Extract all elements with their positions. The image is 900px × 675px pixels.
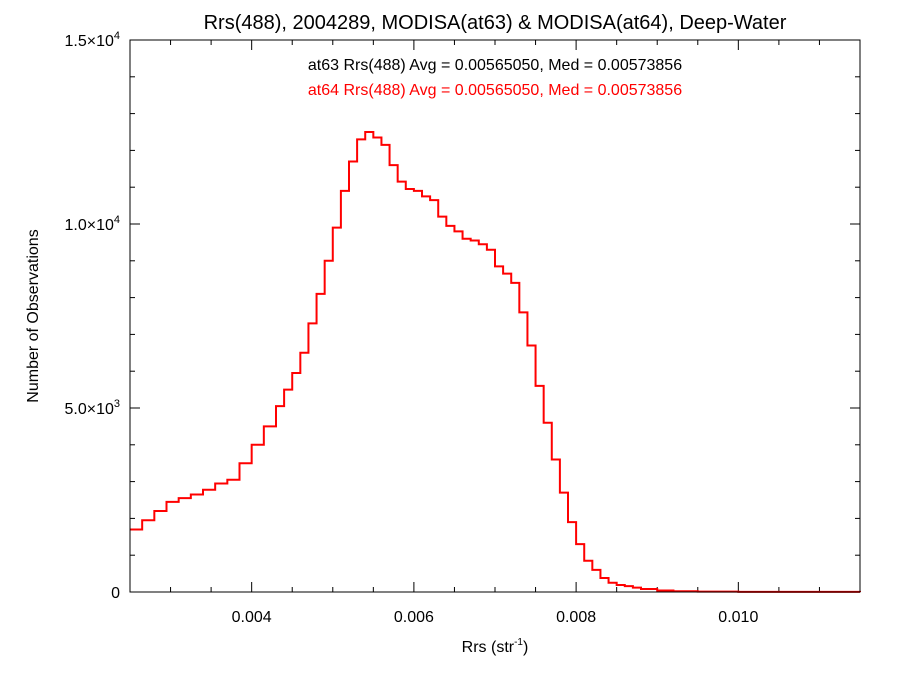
y-axis-label: Number of Observations <box>25 229 42 402</box>
plot-frame <box>129 39 861 593</box>
y-tick-label-exponent: 4 <box>114 214 120 226</box>
tick-marks <box>130 39 860 593</box>
x-axis-label-close: ) <box>523 639 528 656</box>
series-line-0 <box>130 131 861 593</box>
y-tick-label: 1.0×104 <box>64 214 120 234</box>
series-layer <box>130 131 861 593</box>
y-tick-label: 0 <box>111 585 120 602</box>
y-tick-label-exponent: 4 <box>114 30 120 42</box>
x-tick-label: 0.010 <box>718 609 758 626</box>
y-tick-label-base: 1.5×10 <box>64 33 113 50</box>
y-tick-label-base: 5.0×10 <box>64 401 113 418</box>
x-tick-labels: 0.004 0.006 0.008 0.010 <box>232 609 759 626</box>
annotation-at64: at64 Rrs(488) Avg = 0.00565050, Med = 0.… <box>308 82 682 99</box>
y-tick-label-base: 1.0×10 <box>64 217 113 234</box>
x-tick-label: 0.004 <box>232 609 272 626</box>
y-tick-label-base: 0 <box>111 585 120 602</box>
chart-title: Rrs(488), 2004289, MODISA(at63) & MODISA… <box>204 12 787 34</box>
x-axis-label-sup: -1 <box>514 637 523 648</box>
annotation-at63: at63 Rrs(488) Avg = 0.00565050, Med = 0.… <box>308 57 682 74</box>
x-tick-label: 0.006 <box>394 609 434 626</box>
x-axis-label-text: Rrs (str <box>462 639 515 656</box>
y-tick-label: 1.5×104 <box>64 30 120 50</box>
y-tick-label-exponent: 3 <box>114 398 120 410</box>
y-tick-label: 5.0×103 <box>64 398 120 418</box>
x-tick-label: 0.008 <box>556 609 596 626</box>
x-axis-label: Rrs (str-1) <box>462 637 529 656</box>
